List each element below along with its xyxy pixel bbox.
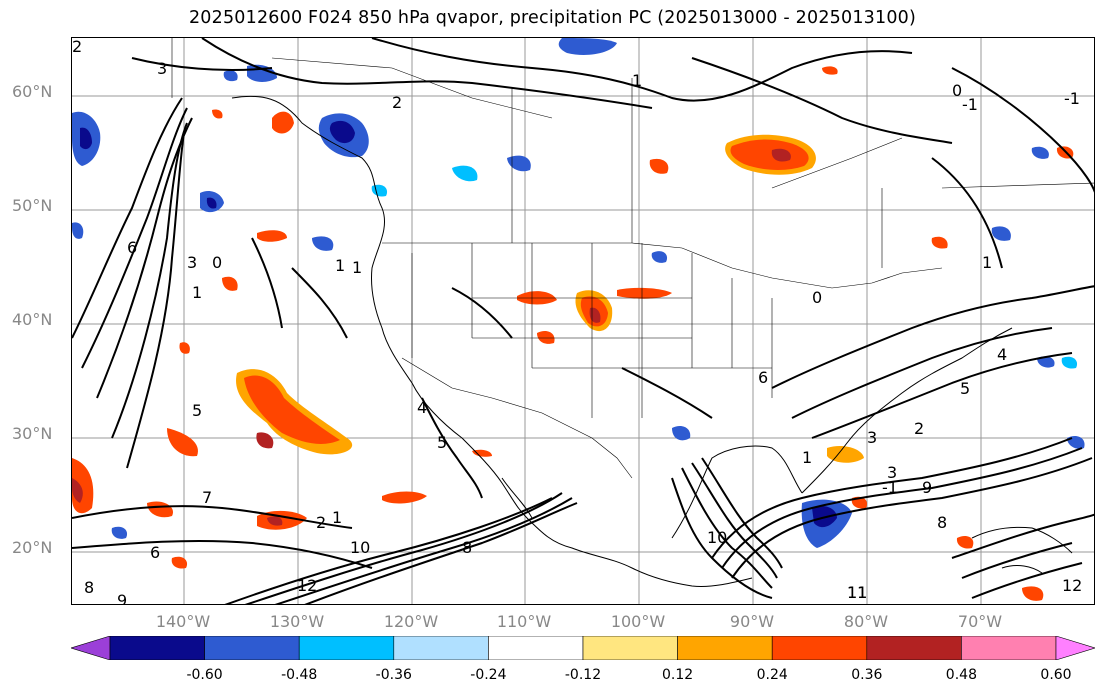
colorbar-cell [393,636,489,660]
political-borders [171,38,1094,479]
contour-label: 8 [937,513,947,532]
contour-label: 10 [707,528,727,547]
contour-label: -1 [962,95,978,114]
lat-label-60: 60°N [12,82,53,101]
colorbar-cell [961,636,1057,660]
contour-label: 4 [417,398,427,417]
lon-label-110w: 110°W [496,612,552,631]
contour-label: 1 [982,253,992,272]
contour-label: 7 [202,488,212,507]
lon-label-80w: 80°W [843,612,889,631]
contour-label: 6 [758,368,768,387]
contour-label: 1 [192,283,202,302]
map-canvas: 3 2 1 0 -1 2 1 6 7 8 9 6 5 3 2 1 0 1 4 5… [72,38,1094,605]
lon-label-130w: 130°W [269,612,325,631]
colorbar [71,636,1095,660]
colorbar-cell [582,636,678,660]
colorbar-extend-low [71,636,111,660]
contour-label: 11 [847,583,867,602]
plot-title: 2025012600 F024 850 hPa qvapor, precipit… [188,8,917,28]
contour-label: 0 [952,81,962,100]
contour-label: 5 [960,379,970,398]
colorbar-tick-label: 0.48 [945,667,977,683]
contour-label: 11 [847,583,867,602]
contour-label: 5 [437,433,447,452]
contour-label: 10 [350,538,370,557]
lat-label-30: 30°N [12,424,53,443]
contour-label: 5 [192,401,202,420]
colorbar-cell [298,636,395,660]
contour-label: 9 [117,591,127,605]
contour-label: -1 [882,478,898,497]
colorbar-tick-label: -0.60 [186,667,223,683]
contour-label: 3 [157,59,167,78]
contour-label: 2 [72,38,82,56]
contour-label: 1 [335,256,345,275]
colorbar-cell [488,636,584,660]
colorbar-tick-label: -0.36 [375,667,412,683]
contour-label: 8 [84,578,94,597]
contour-label: 2 [914,419,924,438]
lon-label-70w: 70°W [957,612,1003,631]
colorbar-tick-label: 0.12 [662,667,694,683]
colorbar-tick-label: 0.60 [1040,667,1072,683]
contour-label: 6 [127,238,137,257]
contour-label: 2 [392,93,402,112]
colorbar-tick-label: 0.36 [851,667,883,683]
lon-label-100w: 100°W [610,612,666,631]
contour-label: 8 [462,538,472,557]
contour-label: 1 [802,448,812,467]
colorbar-extend-high [1055,636,1095,660]
contour-label: 12 [1062,576,1082,595]
contour-label: 12 [297,576,317,595]
lon-label-90w: 90°W [729,612,775,631]
lon-label-140w: 140°W [155,612,211,631]
colorbar-cell [677,636,773,660]
colorbar-cell [771,636,868,660]
qvapor-contours [72,38,1094,604]
contour-label: 1 [352,258,362,277]
contour-label: 9 [922,478,932,497]
contour-label: 0 [812,288,822,307]
lat-label-40: 40°N [12,310,53,329]
colorbar-cell [866,636,962,660]
contour-label: 6 [150,543,160,562]
colorbar-tick-label: -0.24 [470,667,507,683]
contour-label: 2 [316,513,326,532]
map-panel: 3 2 1 0 -1 2 1 6 7 8 9 6 5 3 2 1 0 1 4 5… [71,37,1095,605]
colorbar-tick-label: -0.48 [281,667,318,683]
contour-label: 1 [332,508,342,527]
contour-label: 3 [867,428,877,447]
contour-label: 1 [632,71,642,90]
lat-label-50: 50°N [12,196,53,215]
contour-label-group: 3 2 1 0 -1 2 1 6 7 8 9 6 5 3 2 1 0 1 4 5… [72,38,1082,605]
contour-label: -1 [1064,89,1080,108]
contour-label: 4 [997,345,1007,364]
lon-label-120w: 120°W [383,612,439,631]
lat-label-20: 20°N [12,538,53,557]
colorbar-cell [204,636,300,660]
contour-label: 3 [187,253,197,272]
colorbar-tick-label: -0.12 [564,667,602,683]
contour-label: 0 [212,253,222,272]
contour-label: 3 [887,463,897,482]
colorbar-cell [109,636,205,660]
precip-negative-shading [72,38,1085,548]
colorbar-tick-label: 0.24 [756,667,788,683]
precip-positive-shading [72,66,1074,601]
